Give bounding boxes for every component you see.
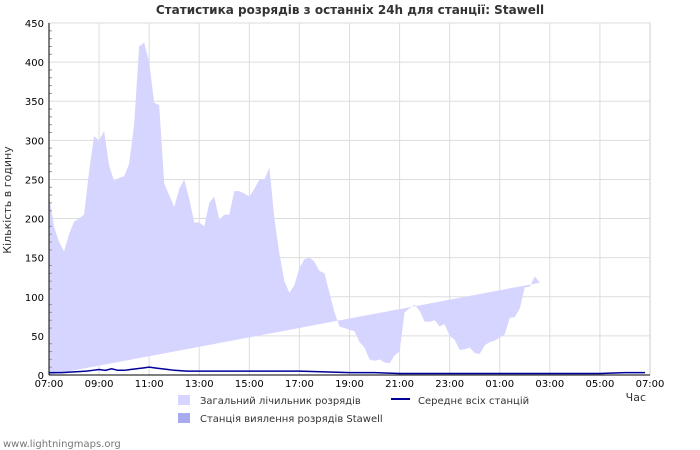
x-tick-label: 07:00 xyxy=(636,379,665,390)
series-total-area xyxy=(49,42,540,376)
chart-title: Статистика розрядів з останніх 24h для с… xyxy=(156,3,544,17)
y-tick-label: 150 xyxy=(25,254,44,265)
x-tick-label: 23:00 xyxy=(435,379,464,390)
x-tick-label: 01:00 xyxy=(485,379,514,390)
x-tick-label: 13:00 xyxy=(185,379,214,390)
y-tick-label: 300 xyxy=(25,136,44,147)
x-tick-label: 21:00 xyxy=(385,379,414,390)
y-tick-label: 400 xyxy=(25,58,44,69)
x-tick-label: 03:00 xyxy=(535,379,564,390)
axes xyxy=(48,23,650,376)
legend-label-total: Загальний лічильник розрядів xyxy=(200,395,361,407)
y-tick-label: 0 xyxy=(38,371,44,382)
x-tick-label: 15:00 xyxy=(235,379,264,390)
x-tick-label: 11:00 xyxy=(135,379,164,390)
legend-swatch-station xyxy=(178,413,190,423)
y-tick-label: 100 xyxy=(25,293,44,304)
legend-swatch-total xyxy=(178,395,190,405)
x-tick-label: 09:00 xyxy=(85,379,114,390)
y-tick-label: 200 xyxy=(25,215,44,226)
footer-site: www.lightningmaps.org xyxy=(3,439,121,450)
x-axis-label: Час xyxy=(626,391,646,404)
y-tick-label: 450 xyxy=(25,19,44,30)
legend-label-station: Станція виялення розрядів Stawell xyxy=(200,413,383,425)
x-tick-label: 19:00 xyxy=(335,379,364,390)
series-layer xyxy=(49,42,645,376)
x-tick-label: 07:00 xyxy=(35,379,64,390)
y-tick-label: 350 xyxy=(25,97,44,108)
legend-label-average: Середнє всіх станцій xyxy=(418,395,529,407)
x-tick-label: 17:00 xyxy=(285,379,314,390)
series-average-line xyxy=(49,366,645,375)
y-tick-label: 50 xyxy=(31,332,44,343)
x-tick-label: 05:00 xyxy=(586,379,615,390)
y-axis-ticks: 0 50 100 150 200 250 300 350 400 450 xyxy=(25,19,44,382)
legend: Загальний лічильник розрядів Станція вия… xyxy=(178,395,529,425)
x-axis-ticks: 07:00 09:00 11:00 13:00 15:00 17:00 19:00 21:00… xyxy=(35,379,665,390)
y-tick-label: 250 xyxy=(25,175,44,186)
y-axis-label: Кількість в годину xyxy=(1,146,14,254)
